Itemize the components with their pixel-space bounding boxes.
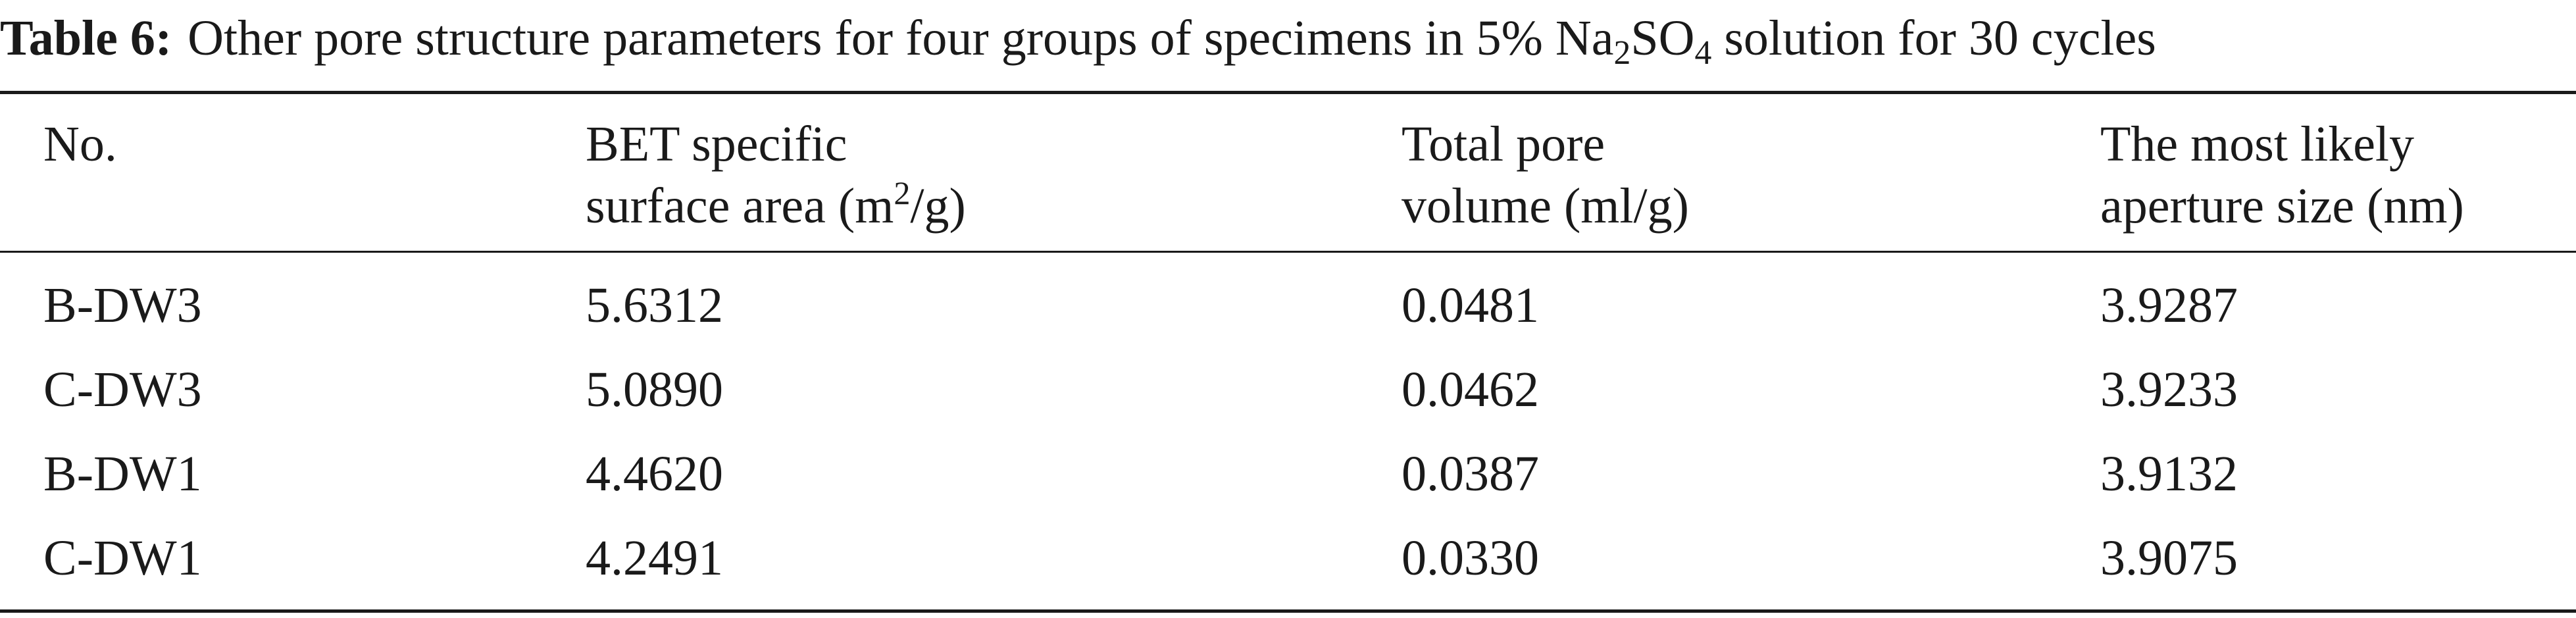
cell-tpv: 0.0330 — [1402, 530, 1539, 586]
header-no: No. — [43, 116, 117, 172]
header-bet-surface-area: BET specific surface area (m2/g) — [586, 116, 966, 234]
cell-aps: 3.9233 — [2100, 362, 2238, 417]
table-row: C-DW3 5.0890 0.0462 3.9233 — [0, 348, 2576, 432]
header-total-pore-volume: Total pore volume (ml/g) — [1402, 116, 1689, 234]
cell-tpv: 0.0481 — [1402, 278, 1539, 333]
table-row: B-DW1 4.4620 0.0387 3.9132 — [0, 432, 2576, 516]
table-top-rule — [0, 91, 2576, 94]
table-row: B-DW3 5.6312 0.0481 3.9287 — [0, 263, 2576, 348]
cell-bet: 5.6312 — [586, 278, 723, 333]
cell-aps: 3.9132 — [2100, 446, 2238, 502]
cell-bet: 4.4620 — [586, 446, 723, 502]
header-aperture-size: The most likely aperture size (nm) — [2100, 116, 2464, 234]
table-label: Table 6: — [0, 11, 172, 66]
table-header-rule — [0, 251, 2576, 253]
cell-no: B-DW1 — [43, 446, 202, 502]
cell-aps: 3.9287 — [2100, 278, 2238, 333]
caption-text: Other pore structure parameters for four… — [188, 11, 2156, 72]
table-row: C-DW1 4.2491 0.0330 3.9075 — [0, 516, 2576, 600]
cell-tpv: 0.0462 — [1402, 362, 1539, 417]
cell-bet: 5.0890 — [586, 362, 723, 417]
cell-no: B-DW3 — [43, 278, 202, 333]
cell-bet: 4.2491 — [586, 530, 723, 586]
table-caption: Table 6: Other pore structure parameters … — [0, 5, 2576, 71]
cell-tpv: 0.0387 — [1402, 446, 1539, 502]
cell-aps: 3.9075 — [2100, 530, 2238, 586]
table-bottom-rule — [0, 609, 2576, 613]
cell-no: C-DW1 — [43, 530, 202, 586]
cell-no: C-DW3 — [43, 362, 202, 417]
